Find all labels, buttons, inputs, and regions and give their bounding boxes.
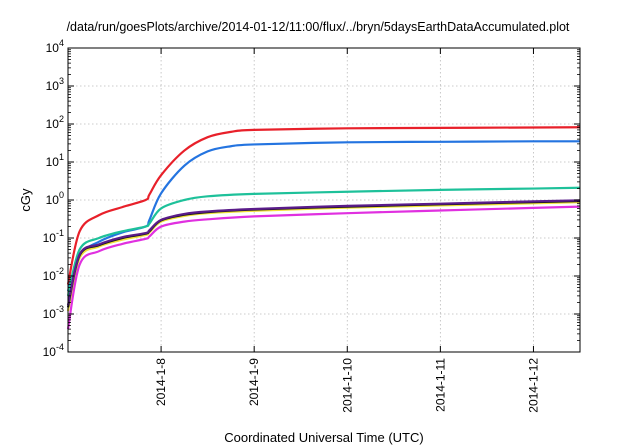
x-tick-label: 2014-1-8 — [154, 358, 168, 406]
y-tick-label: 10-4 — [43, 342, 64, 359]
grid-lines — [68, 48, 580, 352]
y-tick-label: 10-2 — [43, 266, 64, 283]
series-line-1 — [66, 126, 581, 285]
x-tick-label: 2014-1-11 — [433, 358, 447, 412]
x-tick-label: 2014-1-9 — [247, 358, 261, 406]
y-tick-label: 102 — [46, 114, 64, 131]
series-line-5 — [66, 199, 581, 308]
x-axis-label: Coordinated Universal Time (UTC) — [224, 430, 423, 445]
axes: 10-4 10-3 10-2 10-1 100 101 102 103 104 2014-1-8 2… — [43, 38, 580, 413]
series-line-7 — [66, 205, 581, 330]
y-tick-label: 103 — [46, 76, 64, 93]
series-line-6 — [66, 199, 581, 306]
series-line-2 — [66, 140, 581, 292]
y-tick-label: 104 — [46, 38, 64, 55]
series-line-3 — [66, 186, 581, 297]
x-tick-label: 2014-1-12 — [526, 358, 540, 413]
y-tick-label: 10-1 — [43, 228, 64, 245]
chart-title: /data/run/goesPlots/archive/2014-01-12/1… — [67, 20, 570, 34]
series-line-4 — [66, 201, 581, 312]
y-axis-label: cGy — [18, 188, 33, 212]
series-lines — [66, 126, 581, 330]
y-tick-label: 100 — [46, 190, 64, 207]
x-tick-label: 2014-1-10 — [340, 358, 354, 413]
y-tick-label: 101 — [46, 152, 64, 169]
y-tick-label: 10-3 — [43, 304, 64, 321]
